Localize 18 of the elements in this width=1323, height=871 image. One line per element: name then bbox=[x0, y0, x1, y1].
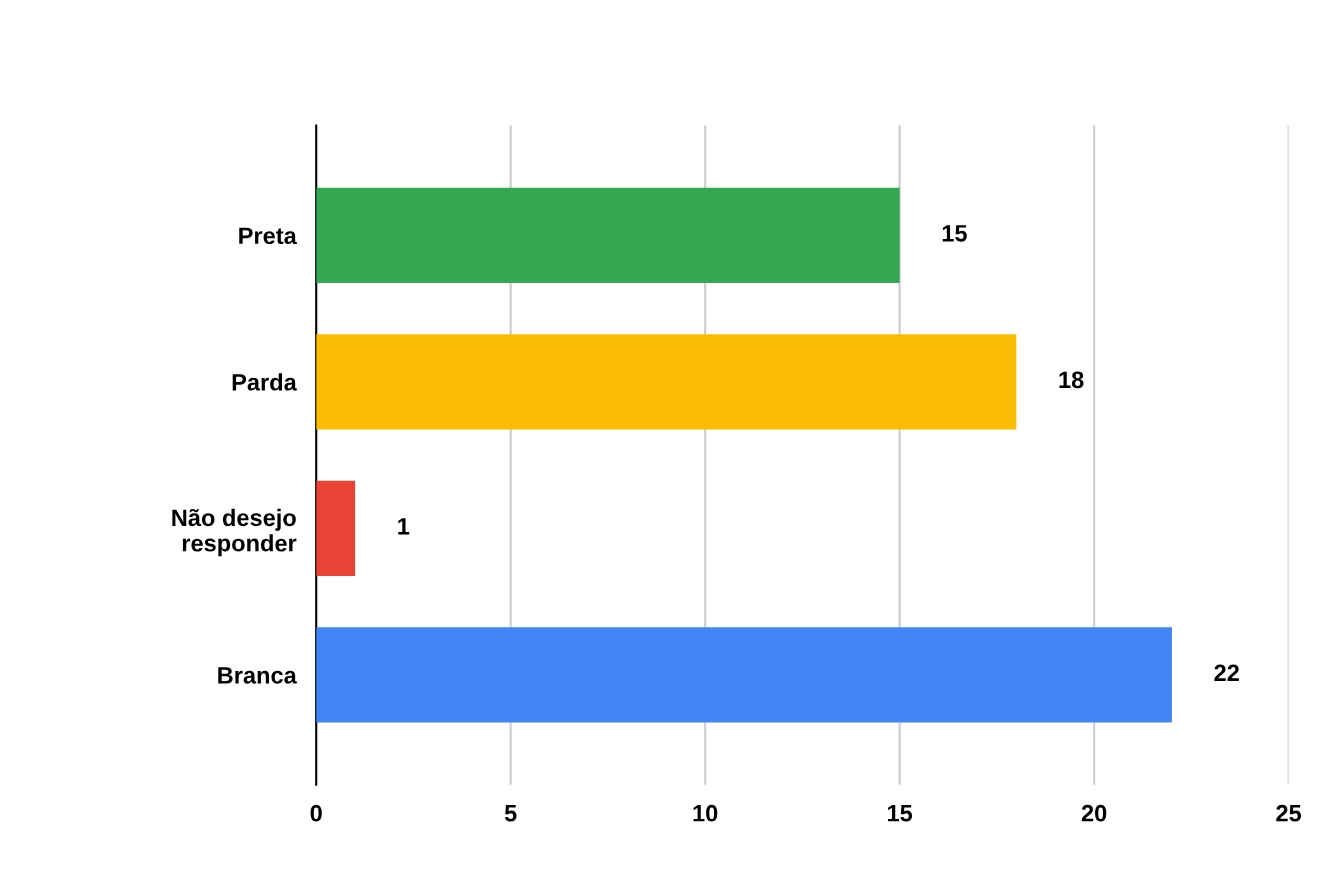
data-label: 18 bbox=[1059, 371, 1084, 389]
bar bbox=[316, 187, 900, 283]
y-tick-label: Parda bbox=[232, 373, 297, 391]
y-tick-label: Preta bbox=[239, 227, 297, 245]
x-tick-label: 5 bbox=[504, 805, 517, 822]
x-tick-label: 0 bbox=[310, 804, 322, 822]
bar bbox=[316, 334, 1017, 430]
y-tick-label: Não desejo responder bbox=[172, 508, 297, 557]
bar bbox=[316, 480, 356, 576]
data-label: 15 bbox=[942, 225, 967, 242]
data-label: 1 bbox=[398, 518, 410, 535]
y-tick-label: Branca bbox=[218, 667, 297, 684]
x-tick-label: 10 bbox=[693, 804, 718, 822]
x-tick-label: 15 bbox=[888, 805, 913, 822]
x-tick-label: 20 bbox=[1081, 804, 1107, 822]
data-label: 22 bbox=[1214, 664, 1239, 681]
x-tick-label: 25 bbox=[1276, 804, 1302, 822]
bar bbox=[316, 627, 1172, 723]
